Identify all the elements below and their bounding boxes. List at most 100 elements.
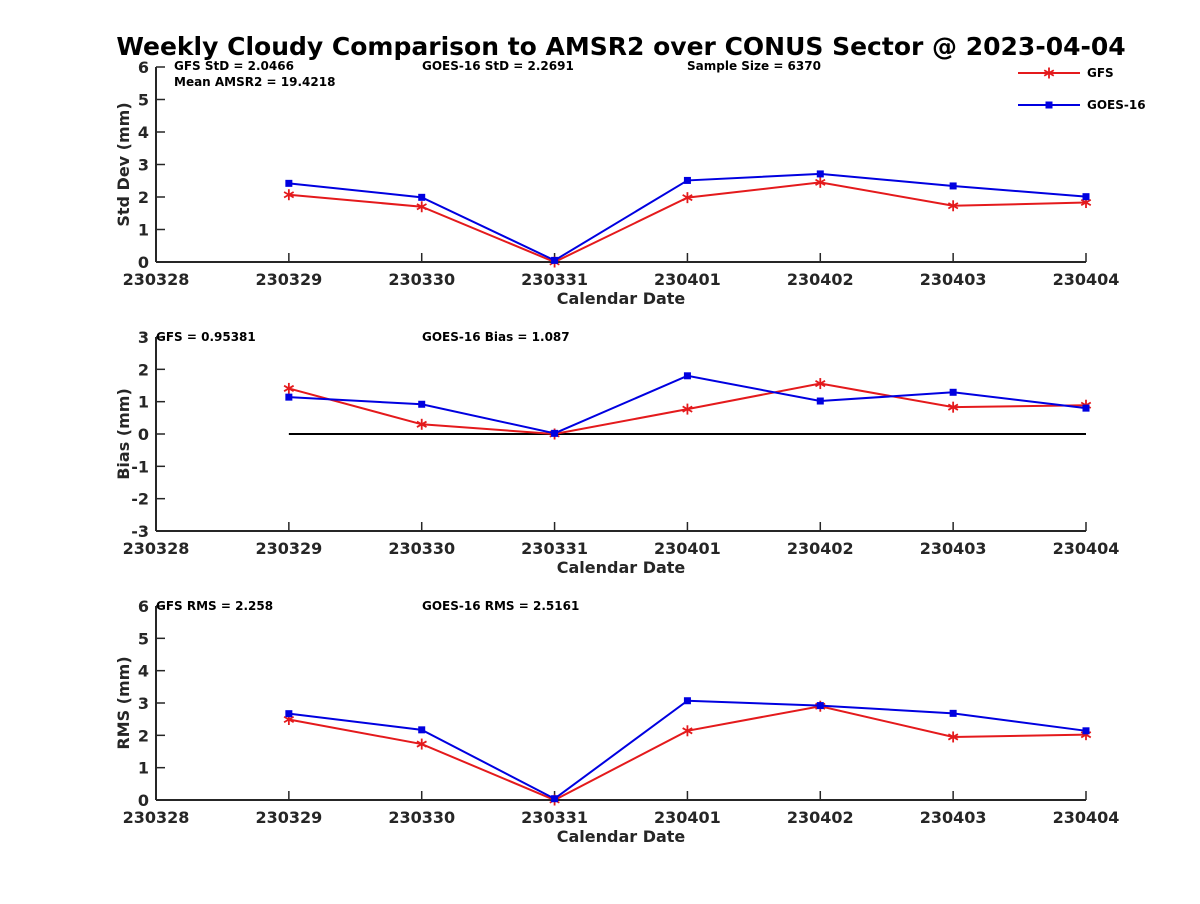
series-line-goes-16	[288, 172, 1087, 262]
y-tick-label: 2	[138, 726, 149, 745]
x-tick-label: 230402	[787, 808, 854, 827]
data-point-goes-16	[1082, 727, 1090, 735]
data-point-goes-16	[816, 702, 824, 710]
x-axis-label: Calendar Date	[557, 827, 686, 846]
y-tick-label: 4	[138, 662, 149, 681]
legend: GFS GOES-16	[1018, 66, 1146, 112]
x-tick-label: 230331	[521, 270, 588, 289]
x-tick-label: 230331	[521, 539, 588, 558]
x-tick-label: 230331	[521, 808, 588, 827]
y-tick-label: 5	[138, 91, 149, 110]
x-tick-label: 230329	[255, 539, 322, 558]
data-point-goes-16	[1082, 193, 1090, 201]
x-tick-label: 230401	[654, 539, 721, 558]
data-point-goes-16	[418, 193, 426, 201]
y-axis-label: Bias (mm)	[114, 388, 133, 480]
panel-3: 0 1 2 3 4 5 6 230328 230329 230330 230331 230401 230…	[114, 597, 1119, 846]
y-tick-label: -3	[131, 522, 149, 541]
legend-marker-goes-16	[1045, 101, 1053, 109]
y-tick-label: 3	[138, 328, 149, 347]
x-tick-label: 230329	[255, 808, 322, 827]
y-tick-label: 6	[138, 58, 149, 77]
stat-annotation: GOES-16 StD = 2.2691	[422, 59, 574, 73]
legend-label-gfs: GFS	[1087, 66, 1114, 80]
x-axis-label: Calendar Date	[557, 289, 686, 308]
data-point-goes-16	[683, 372, 691, 380]
y-tick-label: 6	[138, 597, 149, 616]
marker-stroke	[283, 384, 295, 392]
data-point-gfs	[815, 378, 826, 390]
marker-stroke	[682, 405, 693, 413]
data-point-gfs	[416, 201, 427, 213]
marker-stroke	[682, 727, 693, 735]
figure-title: Weekly Cloudy Comparison to AMSR2 over C…	[116, 32, 1125, 61]
data-point-goes-16	[683, 697, 691, 705]
x-tick-label: 230403	[920, 539, 987, 558]
x-tick-label: 230404	[1053, 808, 1120, 827]
marker-stroke	[815, 178, 826, 186]
y-tick-label: 0	[138, 791, 149, 810]
x-tick-label: 230401	[654, 270, 721, 289]
data-point-goes-16	[683, 176, 691, 184]
panel-2: -3 -2 -1 0 1 2 3 230328 230329 230330 230331 230401…	[114, 328, 1119, 577]
data-point-goes-16	[551, 795, 559, 803]
stat-annotation: GFS = 0.95381	[156, 330, 256, 344]
data-point-gfs	[682, 192, 693, 204]
data-point-goes-16	[551, 429, 559, 437]
marker-stroke	[947, 202, 959, 210]
data-point-gfs	[283, 189, 295, 201]
marker-stroke	[1043, 69, 1055, 77]
x-tick-label: 230328	[123, 808, 190, 827]
stat-annotation: GFS StD = 2.0466	[174, 59, 294, 73]
legend-label-goes-16: GOES-16	[1087, 98, 1146, 112]
data-point-gfs	[416, 418, 427, 430]
y-tick-label: 3	[138, 156, 149, 175]
marker-stroke	[283, 191, 295, 199]
x-tick-label: 230330	[388, 539, 455, 558]
x-axis-label: Calendar Date	[557, 558, 686, 577]
x-tick-label: 230330	[388, 808, 455, 827]
data-point-gfs	[682, 725, 693, 737]
legend-marker-gfs	[1043, 67, 1055, 79]
y-tick-label: -2	[131, 490, 149, 509]
x-tick-label: 230402	[787, 539, 854, 558]
data-point-gfs	[947, 401, 959, 413]
data-point-gfs	[815, 176, 826, 188]
y-tick-label: 5	[138, 629, 149, 648]
data-point-gfs	[947, 731, 959, 743]
series-line-gfs	[288, 705, 1087, 802]
y-tick-label: 1	[138, 393, 149, 412]
marker-stroke	[1080, 198, 1092, 207]
y-axis-label: Std Dev (mm)	[114, 102, 133, 226]
data-point-goes-16	[285, 179, 293, 187]
x-tick-label: 230330	[388, 270, 455, 289]
y-tick-label: 2	[138, 360, 149, 379]
y-tick-label: 0	[138, 425, 149, 444]
data-point-goes-16	[949, 388, 957, 396]
marker-stroke	[283, 715, 295, 724]
marker-stroke	[416, 420, 427, 428]
data-point-gfs	[947, 200, 959, 212]
data-point-gfs	[682, 403, 693, 415]
data-point-goes-16	[1082, 404, 1090, 412]
y-tick-label: 0	[138, 253, 149, 272]
x-tick-label: 230401	[654, 808, 721, 827]
data-point-goes-16	[418, 400, 426, 408]
data-point-goes-16	[551, 256, 559, 264]
stat-annotation: GOES-16 Bias = 1.087	[422, 330, 570, 344]
marker-stroke	[416, 740, 427, 748]
y-tick-label: 1	[138, 221, 149, 240]
x-tick-label: 230404	[1053, 270, 1120, 289]
stat-annotation: GOES-16 RMS = 2.5161	[422, 599, 579, 613]
data-point-goes-16	[816, 397, 824, 405]
x-tick-label: 230403	[920, 270, 987, 289]
data-point-goes-16	[949, 182, 957, 190]
marker-stroke	[416, 203, 427, 211]
data-point-gfs	[416, 738, 427, 750]
y-axis-label: RMS (mm)	[114, 656, 133, 749]
x-tick-label: 230329	[255, 270, 322, 289]
y-tick-label: -1	[131, 457, 149, 476]
x-tick-label: 230328	[123, 270, 190, 289]
